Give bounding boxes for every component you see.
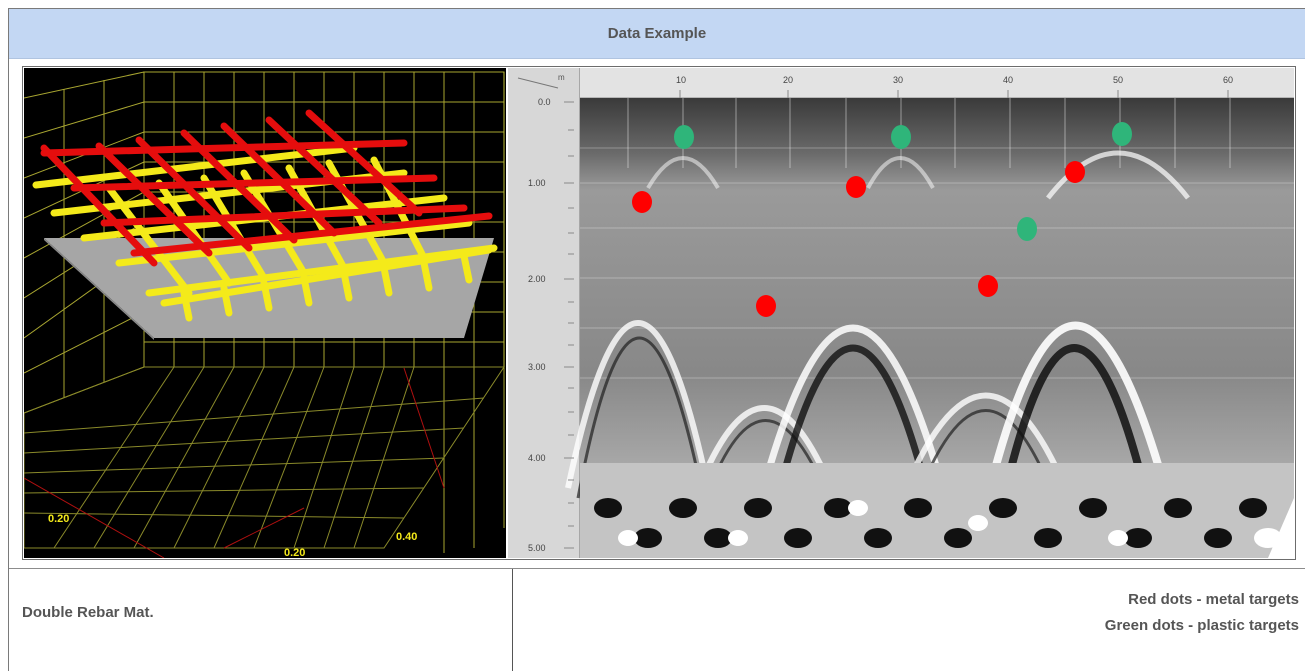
top-tick-label: 10 [676,75,686,85]
metal-target-dot [846,176,866,198]
depth-tick-labels: 0.0 1.00 2.00 3.00 4.00 5.00 [528,97,551,553]
depth-tick-label: 5.00 [528,543,546,553]
depth-tick-label: 3.00 [528,362,546,372]
top-tick-label: 20 [783,75,793,85]
depth-tick-label: 1.00 [528,178,546,188]
gpr-radargram: m [508,68,1294,558]
top-tick-label: 60 [1223,75,1233,85]
reflection-hyperbolas [565,150,1190,554]
red-rebar-layer [40,109,493,267]
metal-target-dot [632,191,652,213]
axis-label-bottom: 0.20 [284,547,305,558]
section-header: Data Example [9,9,1305,59]
metal-target-dot [1065,161,1085,183]
radargram-figure: m [508,68,1294,558]
depth-tick-label: 4.00 [528,453,546,463]
right-wall-grid [443,72,505,553]
plastic-target-dot [891,125,911,149]
metal-target-dot [756,295,776,317]
deep-reflections [580,463,1294,558]
top-tick-label: 30 [893,75,903,85]
plastic-target-dot [1017,217,1037,241]
dot-legend: Red dots - metal targets Green dots - pl… [1105,587,1299,639]
depth-tick-label: 0.0 [538,97,551,107]
metal-target-dots [632,161,1085,317]
metal-target-dot [978,275,998,297]
rebar-3d-image: 0.20 0.40 0.20 [24,68,506,558]
column-divider [512,569,513,671]
legend-red-dots: Red dots - metal targets [1128,591,1299,608]
distance-ruler [580,68,1294,98]
axis-label-right: 0.40 [396,531,417,543]
legend-green-dots: Green dots - plastic targets [1104,617,1299,634]
ruler-corner-label: m [558,73,565,82]
floor-red-grid [24,367,445,558]
section-title: Data Example [607,25,707,42]
floor-grid [24,366,505,549]
top-tick-label: 40 [1003,75,1013,85]
plastic-target-dot [1112,122,1132,146]
depth-tick-label: 2.00 [528,274,546,284]
axis-label-left: 0.20 [48,513,69,525]
rebar-3d-figure: 0.20 0.40 0.20 [24,68,506,558]
top-tick-label: 50 [1113,75,1123,85]
plastic-target-dot [674,125,694,149]
content-table [8,8,1305,671]
image-caption: Double Rebar Mat. [22,604,154,621]
distance-tick-labels: 10 20 30 40 50 60 [676,75,1233,85]
row-divider [9,568,1305,569]
plastic-target-dots [674,122,1132,241]
